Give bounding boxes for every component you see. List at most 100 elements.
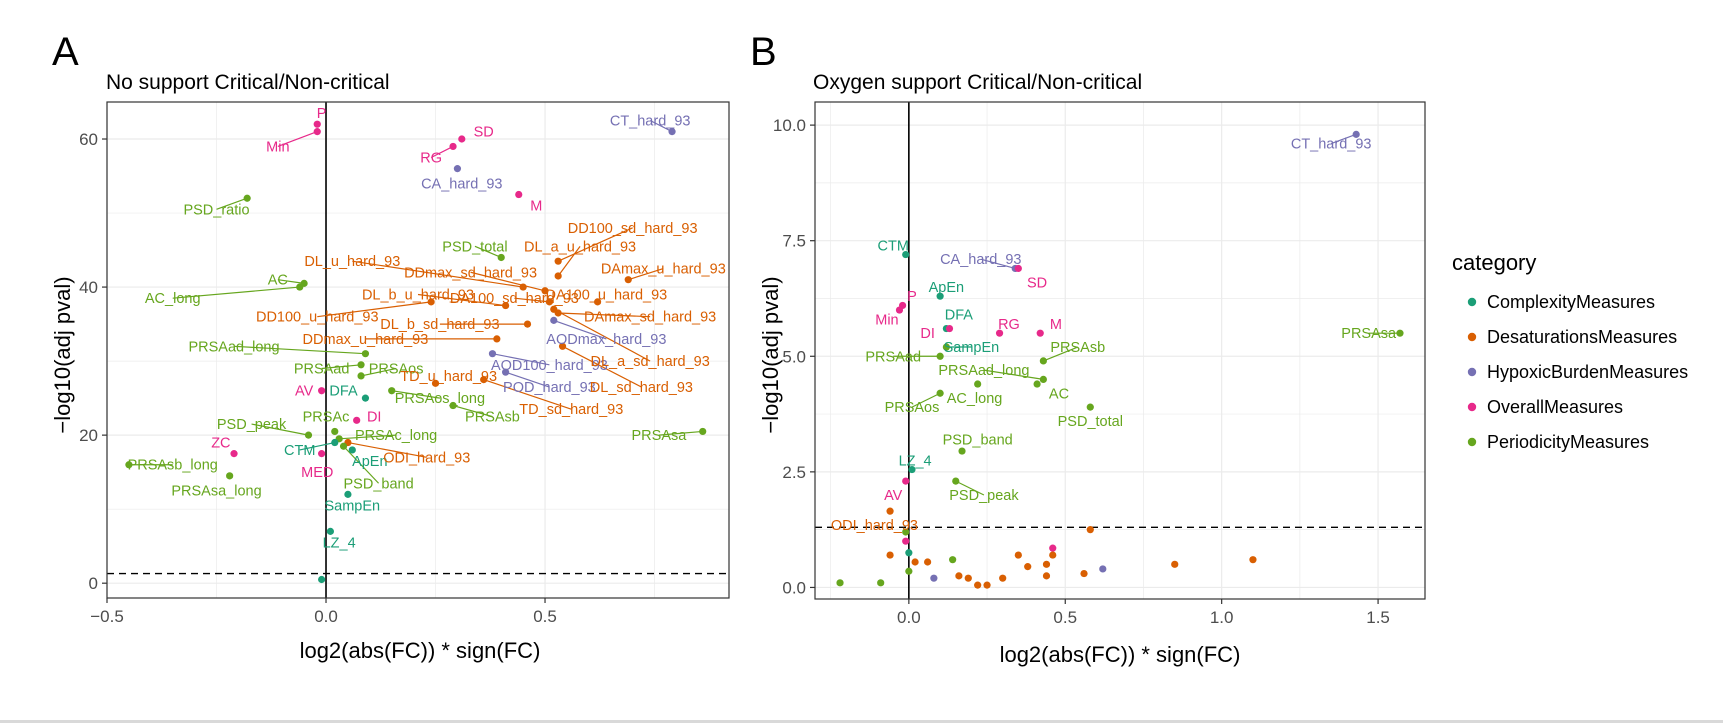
panel-a-label-connector — [277, 131, 318, 147]
panel-b-xtick-label: 1.5 — [1366, 608, 1390, 627]
panel-a-label-connector — [505, 371, 550, 388]
panel-a-point-hypoxic-burden — [502, 368, 510, 376]
panel-a-point-periodicity — [388, 387, 396, 395]
panel-a-xlabel: log2(abs(FC)) * sign(FC) — [300, 638, 541, 663]
panel-a-point-label: PRSAad_long — [188, 339, 279, 355]
panel-a-point-complexity — [344, 490, 352, 498]
panel-b-point-desaturations — [911, 558, 919, 566]
panel-a-point-label: PRSAsa — [632, 428, 688, 444]
panel-b-label-connector — [955, 480, 985, 496]
legend-label-hypoxic-burden: HypoxicBurdenMeasures — [1487, 362, 1688, 382]
panel-b-point-label: P — [907, 289, 917, 305]
panel-b-point-desaturations — [974, 581, 982, 589]
panel-b-point-desaturations — [1042, 572, 1051, 580]
panel-b-point-desaturations — [924, 558, 932, 566]
panel-b-point-periodicity — [905, 567, 913, 575]
panel-a-point-label: DD100_u_hard_93 — [256, 310, 379, 326]
panel-b-point-overall — [895, 306, 904, 314]
panel-a-point-periodicity — [357, 372, 365, 380]
panel-a-point-desaturations — [523, 320, 532, 328]
panel-a-point-hypoxic-burden — [488, 350, 497, 358]
panel-a-point-periodicity — [357, 361, 365, 369]
panel-a-point-desaturations — [427, 298, 435, 306]
panel-a-point-label: DA100_sd_hard_93 — [450, 291, 579, 307]
panel-a-point-label: ODI_hard_93 — [383, 450, 470, 466]
panel-a-point-label: PSD_band — [344, 476, 414, 492]
panel-a-letter: A — [52, 30, 79, 74]
panel-b-point-label: M — [1050, 317, 1062, 333]
panel-a-point-label: DAmax_sd_hard_93 — [584, 310, 716, 326]
panel-a-label-connector — [347, 441, 427, 458]
panel-b-point-periodicity — [877, 579, 885, 587]
legend-key-complexity — [1467, 297, 1477, 307]
panel-b-point-label: SD — [1027, 275, 1047, 291]
panel-b-point-label: PRSAsa — [1341, 326, 1397, 342]
panel-b-point-label: PRSAad — [865, 349, 921, 365]
panel-a-point-hypoxic-burden — [550, 316, 558, 324]
panel-a-point-desaturations — [519, 283, 527, 291]
panel-b-point-desaturations — [964, 574, 972, 582]
panel-a-label-connector — [417, 293, 506, 307]
panel-a-ytick-label: 0 — [89, 574, 98, 593]
panel-a-point-label: AV — [295, 384, 314, 400]
panel-a-title: No support Critical/Non-critical — [106, 71, 390, 94]
panel-b-point-periodicity — [974, 380, 982, 388]
panel-b-point-periodicity — [952, 477, 960, 485]
panel-b-point-label: PRSAad_long — [938, 363, 1029, 379]
panel-a-point-label: PRSAos — [369, 362, 424, 378]
panel-b-border — [814, 101, 1426, 600]
panel-a-point-label: PRSAc_long — [355, 428, 437, 444]
panel-b-point-label: PSD_band — [943, 432, 1013, 448]
panel-a-point-periodicity — [125, 461, 133, 469]
panel-b-label-connector — [1043, 346, 1078, 362]
panel-a-point-label: ZC — [211, 436, 230, 452]
panel-a-point-label: TD_u_hard_93 — [400, 369, 497, 385]
panel-a-label-connector — [470, 271, 546, 292]
panel-a-point-label: DAmax_u_hard_93 — [601, 262, 726, 278]
panel-a-point-desaturations — [545, 298, 554, 306]
panel-a-point-desaturations — [502, 301, 510, 310]
legend-items: ComplexityMeasures DesaturationsMeasures H… — [1467, 292, 1688, 452]
panel-b-point-complexity — [902, 250, 910, 259]
panel-b-point-overall — [902, 537, 910, 545]
panel-b-point-periodicity — [1033, 380, 1041, 388]
panel-a-point-overall — [515, 190, 523, 199]
panel-a-point-periodicity — [296, 283, 304, 291]
panel-b-point-periodicity — [1039, 375, 1047, 383]
panel-a-point-label: SD — [474, 125, 494, 141]
panel-b-point-desaturations — [955, 572, 963, 580]
panel-b-point-desaturations — [1049, 551, 1057, 559]
panel-a-point-overall — [318, 387, 326, 395]
panel-a-point-label: PRSAsb — [465, 410, 520, 426]
panel-a-point-label: PRSAsa_long — [171, 484, 261, 500]
panel-b-label-connector — [983, 369, 1044, 380]
panel-a-point-label: CT_hard_93 — [610, 114, 691, 130]
panel-a-background — [107, 102, 729, 598]
panel-a-point-label: CTM — [284, 443, 315, 459]
panel-a-label-connector — [391, 390, 440, 399]
panel-a-label-connector — [299, 441, 335, 451]
panel-a-point-overall — [353, 416, 361, 424]
legend-key-desaturations — [1467, 332, 1477, 342]
panel-a-label-connector — [172, 286, 300, 299]
panel-a-label-connector — [251, 423, 309, 436]
panel-a-point-label: PRSAc — [303, 410, 350, 426]
panel-a-point-label: DDmax_sd_hard_93 — [404, 265, 537, 281]
panel-a-point-hypoxic-burden — [668, 128, 676, 136]
panel-a-point-label: DI — [367, 410, 382, 426]
panel-a-xtick-label: 0.5 — [533, 607, 557, 626]
panel-a-label-connector — [628, 267, 664, 281]
panel-a-point-label: PRSAsb_long — [128, 458, 218, 474]
panel-a-point-label: Min — [266, 139, 289, 155]
panel-a-label-connector — [452, 404, 493, 418]
panel-a-point-overall — [230, 450, 238, 458]
panel-b-point-label: PRSAsb — [1050, 340, 1105, 356]
panel-b-label-connector — [1330, 133, 1357, 145]
panel-b-point-label: PSD_total — [1058, 414, 1123, 430]
panel-b-point-periodicity — [958, 447, 966, 455]
panel-b-ytick-label: 7.5 — [782, 232, 806, 251]
panel-a-label-connector — [553, 308, 651, 362]
panel-a-point-desaturations — [593, 298, 602, 306]
panel-a-label-connector — [360, 367, 397, 377]
panel-a-point-label: DL_a_sd_hard_93 — [590, 354, 709, 370]
